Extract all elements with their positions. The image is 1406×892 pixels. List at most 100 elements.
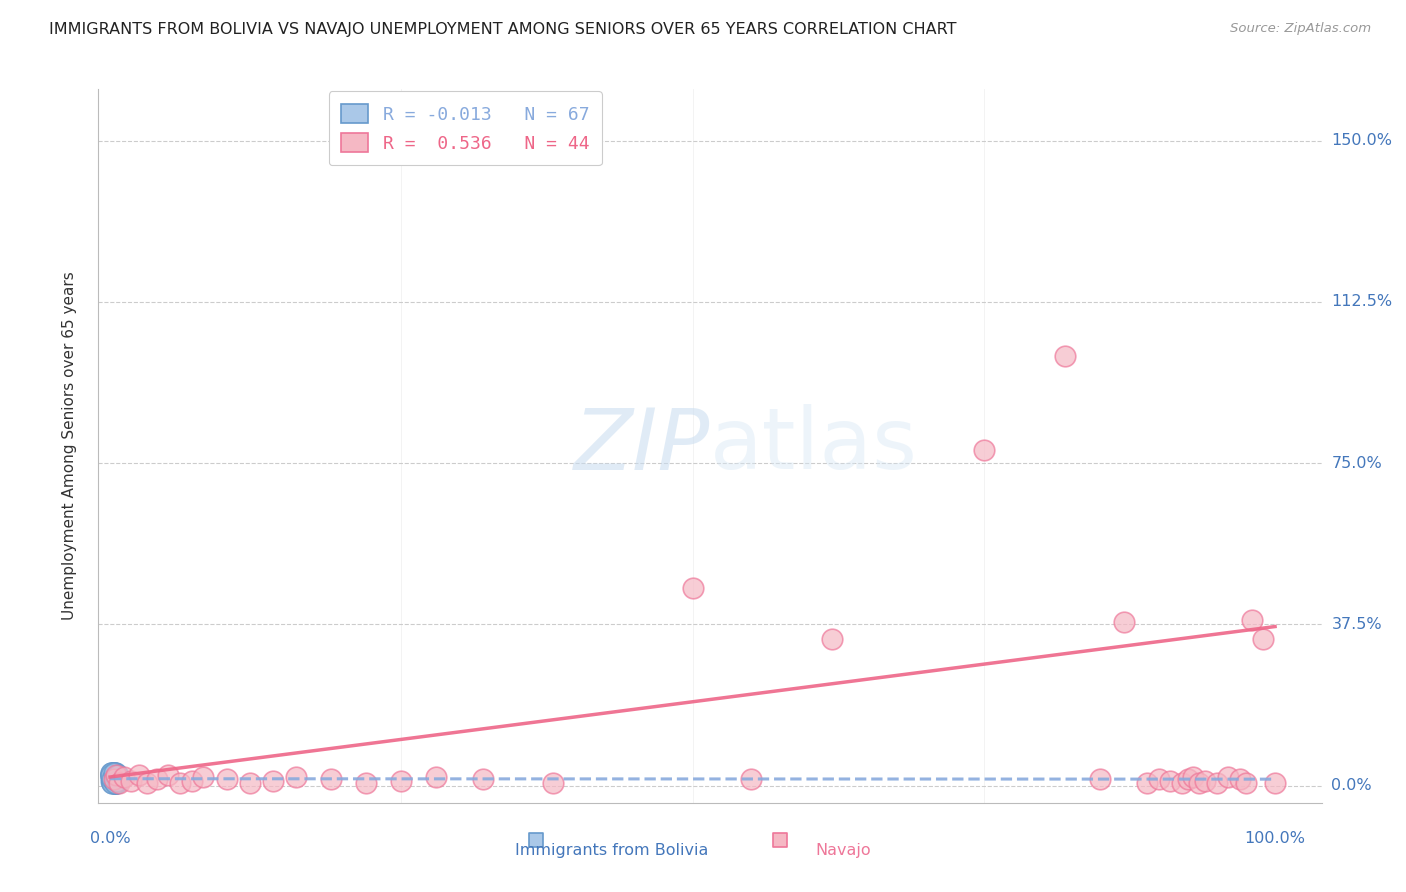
- Point: [103, 774, 125, 789]
- Point: [101, 770, 124, 784]
- Point: [104, 765, 127, 780]
- Point: [1177, 772, 1199, 786]
- Point: [104, 772, 127, 786]
- Point: [101, 768, 124, 782]
- Point: [100, 770, 122, 784]
- Point: [541, 776, 564, 790]
- Point: [105, 774, 128, 789]
- Text: 37.5%: 37.5%: [1331, 617, 1382, 632]
- Point: [1234, 776, 1257, 790]
- Point: [104, 772, 127, 786]
- Point: [104, 774, 127, 789]
- Point: [1205, 776, 1227, 790]
- Point: [101, 774, 124, 789]
- Point: [1253, 632, 1275, 647]
- Point: [104, 776, 127, 790]
- Point: [1136, 776, 1159, 790]
- Point: [104, 772, 127, 786]
- Point: [104, 772, 127, 786]
- Point: [769, 833, 792, 847]
- Point: [103, 768, 125, 782]
- Point: [100, 765, 122, 780]
- Point: [108, 776, 131, 790]
- Point: [103, 772, 125, 786]
- Y-axis label: Unemployment Among Seniors over 65 years: Unemployment Among Seniors over 65 years: [62, 272, 77, 620]
- Point: [103, 774, 125, 789]
- Point: [104, 774, 127, 789]
- Point: [524, 833, 547, 847]
- Point: [128, 768, 150, 782]
- Point: [389, 774, 412, 789]
- Point: [1159, 774, 1181, 789]
- Point: [973, 443, 995, 458]
- Legend: R = -0.013   N = 67, R =  0.536   N = 44: R = -0.013 N = 67, R = 0.536 N = 44: [329, 91, 602, 165]
- Point: [104, 770, 127, 784]
- Point: [821, 632, 844, 647]
- Point: [1188, 776, 1211, 790]
- Point: [105, 774, 128, 789]
- Point: [105, 774, 128, 789]
- Point: [101, 776, 124, 790]
- Point: [1182, 770, 1205, 784]
- Point: [104, 774, 127, 789]
- Point: [103, 765, 125, 780]
- Point: [103, 770, 125, 784]
- Point: [104, 765, 127, 780]
- Point: [103, 765, 125, 780]
- Point: [101, 770, 124, 784]
- Point: [101, 772, 124, 786]
- Text: atlas: atlas: [710, 404, 918, 488]
- Point: [193, 770, 215, 784]
- Point: [105, 772, 128, 786]
- Point: [740, 772, 762, 786]
- Point: [136, 776, 159, 790]
- Text: 112.5%: 112.5%: [1331, 294, 1392, 310]
- Point: [100, 765, 122, 780]
- Point: [1112, 615, 1135, 630]
- Point: [1264, 776, 1286, 790]
- Point: [1218, 770, 1240, 784]
- Point: [1147, 772, 1170, 786]
- Point: [120, 774, 142, 789]
- Text: 0.0%: 0.0%: [90, 830, 131, 846]
- Point: [104, 768, 127, 782]
- Point: [103, 770, 125, 784]
- Point: [104, 776, 127, 790]
- Point: [104, 776, 127, 790]
- Point: [104, 776, 127, 790]
- Point: [104, 770, 127, 784]
- Point: [101, 768, 124, 782]
- Text: Immigrants from Bolivia: Immigrants from Bolivia: [515, 843, 709, 858]
- Point: [262, 774, 284, 789]
- Point: [356, 776, 378, 790]
- Point: [101, 765, 124, 780]
- Point: [103, 765, 125, 780]
- Text: Navajo: Navajo: [815, 843, 872, 858]
- Point: [1090, 772, 1112, 786]
- Point: [285, 770, 308, 784]
- Point: [1054, 349, 1077, 363]
- Text: 75.0%: 75.0%: [1331, 456, 1382, 471]
- Point: [103, 774, 125, 789]
- Text: 100.0%: 100.0%: [1244, 830, 1306, 846]
- Point: [103, 772, 125, 786]
- Point: [100, 768, 122, 782]
- Point: [471, 772, 494, 786]
- Text: ZIP: ZIP: [574, 404, 710, 488]
- Point: [103, 776, 125, 790]
- Point: [105, 776, 128, 790]
- Point: [1229, 772, 1251, 786]
- Point: [107, 768, 129, 782]
- Point: [425, 770, 447, 784]
- Point: [101, 772, 124, 786]
- Point: [104, 776, 127, 790]
- Point: [1240, 613, 1263, 627]
- Point: [104, 770, 127, 784]
- Point: [1194, 774, 1216, 789]
- Point: [101, 770, 124, 784]
- Point: [103, 765, 125, 780]
- Point: [104, 765, 127, 780]
- Point: [169, 776, 191, 790]
- Point: [104, 776, 127, 790]
- Point: [100, 774, 122, 789]
